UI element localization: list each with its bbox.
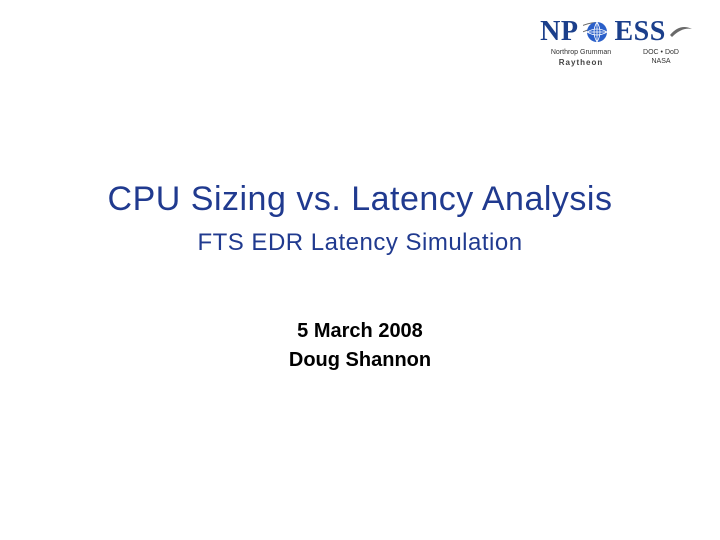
logo-sub-left: Northrop Grumman Raytheon [541,48,621,68]
main-title: CPU Sizing vs. Latency Analysis [0,180,720,219]
logo-sub-right-line2: NASA [631,57,691,66]
presentation-author: Doug Shannon [0,349,720,372]
logo-text-left: NP [540,18,578,46]
globe-icon [583,18,611,46]
slide: NP ESS Northrop Grumman Raytheon [0,0,720,540]
logo-sub-left-line1: Northrop Grumman [541,48,621,57]
logo-block: NP ESS Northrop Grumman Raytheon [536,18,696,68]
subtitle: FTS EDR Latency Simulation [0,229,720,257]
logo-sub-left-line2: Raytheon [541,58,621,68]
logo-subtext: Northrop Grumman Raytheon DOC • DoD NASA [541,48,691,68]
logo-text-right: ESS [615,18,666,46]
logo-sub-right: DOC • DoD NASA [631,48,691,68]
meta-block: 5 March 2008 Doug Shannon [0,320,720,372]
logo-sub-right-line1: DOC • DoD [631,48,691,57]
title-block: CPU Sizing vs. Latency Analysis FTS EDR … [0,180,720,257]
swoosh-icon [670,25,692,39]
logo-row: NP ESS [536,18,696,46]
presentation-date: 5 March 2008 [0,320,720,343]
